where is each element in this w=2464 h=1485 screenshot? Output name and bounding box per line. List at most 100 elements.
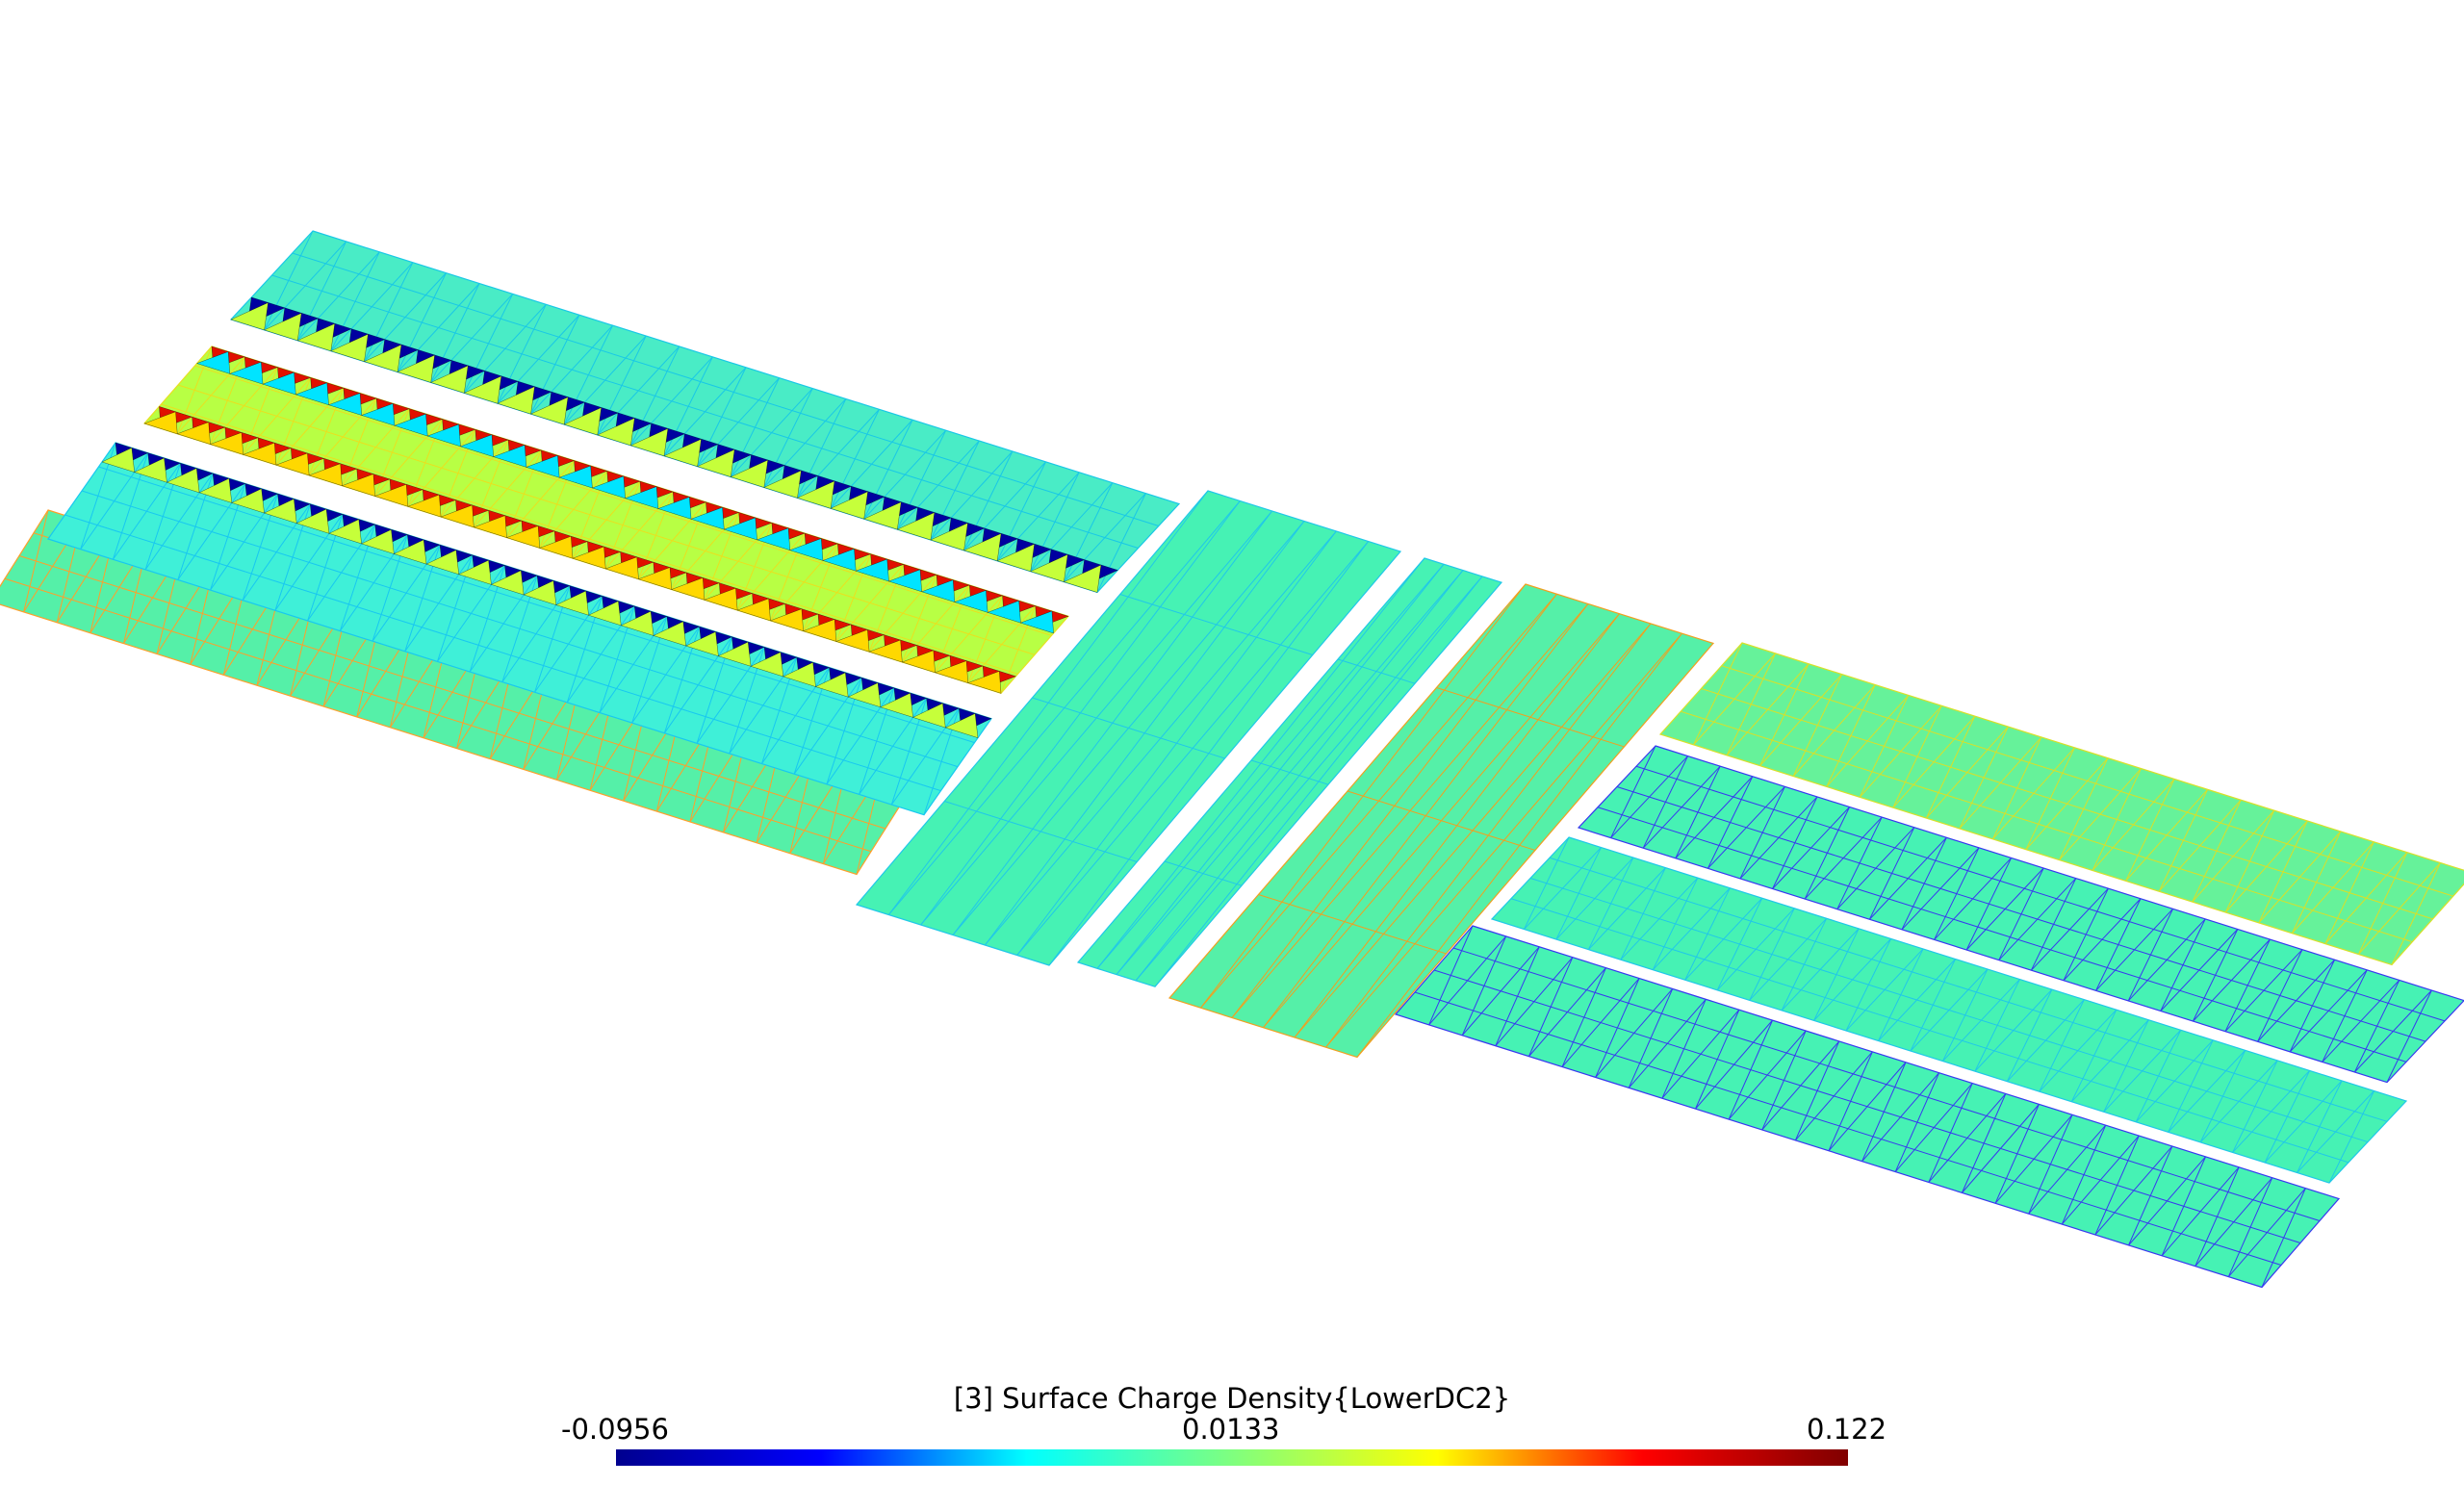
- junction-slab-3-mesh-line: [1263, 603, 1589, 1029]
- right-top-electrode-mesh-line: [1701, 688, 2433, 920]
- left-dc-top-band-cell: [296, 323, 335, 351]
- junction-slab-3-mesh-line: [1294, 613, 1620, 1038]
- left-dc-middle-band-cell: [459, 434, 494, 457]
- left-dc-top-band-cell: [830, 491, 868, 520]
- right-dc-1-mesh-line: [1597, 807, 2407, 1063]
- right-dc-1-mesh-line: [1642, 755, 1689, 849]
- right-dc-3-mesh-line: [1433, 969, 2301, 1243]
- right-dc-3-mesh-line: [2227, 1177, 2273, 1277]
- left-dc-lower-band-cell: [295, 508, 330, 534]
- right-dc-3-mesh-line: [2061, 1124, 2107, 1225]
- left-dc-middle-band-cell: [855, 558, 889, 582]
- left-dc-top-band-cell: [397, 354, 435, 383]
- junction-slab-2-mesh-line: [1096, 557, 1425, 969]
- left-dc-middle-band-cell: [558, 465, 593, 489]
- left-outer-electrode-mesh-line: [23, 509, 49, 613]
- left-dc-lower-band-cell: [944, 713, 979, 738]
- right-top-electrode-mesh-line: [1721, 665, 2453, 897]
- left-dc-middle-band-cell: [901, 650, 936, 673]
- right-dc-1-mesh-line: [2160, 918, 2206, 1011]
- left-dc-middle-band-cell: [176, 422, 211, 445]
- left-dc-top-band-cell: [597, 418, 635, 447]
- left-dc-top-band-cell: [497, 386, 535, 415]
- left-dc-middle-band-cell: [657, 497, 692, 520]
- right-top-electrode-mesh-line: [2324, 841, 2374, 944]
- left-dc-lower-band-cell: [912, 703, 946, 729]
- right-top-electrode-mesh-line: [2059, 757, 2109, 860]
- left-dc-middle-band-cell: [308, 463, 343, 486]
- right-top-electrode-mesh-line: [1726, 653, 1776, 755]
- left-dc-middle-band-cell: [625, 486, 658, 509]
- right-top-electrode-mesh-line: [1759, 663, 1810, 766]
- right-dc-1-mesh-line: [2353, 980, 2400, 1073]
- left-outer-electrode-mesh-line: [18, 555, 886, 830]
- right-dc-2-mesh-line: [1749, 908, 1795, 1001]
- left-dc-top-band-cell: [930, 523, 968, 551]
- left-dc-lower-band-cell: [685, 631, 719, 656]
- left-dc-middle-band-cell: [394, 413, 428, 437]
- left-dc-middle-band-cell: [341, 474, 375, 497]
- right-dc-1-mesh-line: [1901, 837, 1947, 931]
- right-dc-1-mesh-line: [2386, 989, 2432, 1083]
- left-dc-middle-band-cell: [295, 382, 329, 405]
- right-dc-2-mesh-line: [2103, 1019, 2149, 1113]
- right-top-electrode-mesh-line: [1925, 715, 1976, 819]
- right-top-electrode-mesh-line: [2391, 862, 2441, 965]
- right-dc-3-mesh-line: [1828, 1051, 1873, 1151]
- left-dc-lower-band-cell: [750, 652, 783, 678]
- left-dc-middle-band-cell: [704, 587, 738, 611]
- left-dc-top-band-cell: [629, 428, 669, 456]
- right-dc-1-mesh-line: [1739, 786, 1785, 880]
- right-dc-2-mesh-line: [2328, 1090, 2374, 1184]
- right-top-electrode-mesh-line: [1959, 726, 2009, 830]
- left-dc-lower-band-cell: [653, 621, 686, 647]
- left-dc-top-mesh-line: [292, 252, 1159, 526]
- left-dc-middle-band-cell: [967, 671, 1002, 694]
- left-dc-lower-band-cell: [815, 672, 849, 698]
- left-dc-middle-band-cell: [690, 506, 725, 530]
- right-dc-3-mesh-line: [1628, 988, 1674, 1088]
- right-dc-2-mesh-line: [1781, 918, 1828, 1011]
- left-dc-middle-band-cell: [426, 423, 461, 448]
- left-dc-top-band-cell: [463, 375, 502, 404]
- right-dc-3-mesh-line: [2261, 1188, 2306, 1288]
- right-dc-1-mesh-line: [2095, 898, 2142, 991]
- junction-slab-3-mesh-line: [1258, 894, 1447, 955]
- right-dc-2-mesh-line: [2199, 1050, 2246, 1143]
- colorbar-title: [3] Surface Charge Density{LowerDC2}: [953, 1382, 1511, 1415]
- right-dc-2-mesh-line: [2135, 1030, 2182, 1123]
- junction-slab-2-mesh-line: [1164, 860, 1243, 886]
- left-dc-middle-band-cell: [887, 569, 922, 593]
- left-dc-middle-band-cell: [361, 403, 396, 426]
- colorbar-min-label: -0.0956: [561, 1413, 669, 1446]
- left-dc-middle-band-cell: [243, 442, 277, 466]
- left-dc-top-band-cell: [1030, 553, 1068, 582]
- right-dc-3-mesh-line: [1761, 1030, 1807, 1131]
- right-top-electrode-mesh-line: [2092, 768, 2142, 871]
- right-dc-2-mesh-line: [1845, 938, 1892, 1032]
- left-dc-middle-band-cell: [835, 629, 870, 653]
- right-dc-2-mesh-line: [1510, 898, 2349, 1164]
- right-dc-1-mesh-line: [1707, 776, 1754, 869]
- right-dc-3-mesh-line: [1861, 1062, 1907, 1162]
- right-dc-1-mesh-line: [2192, 929, 2239, 1022]
- right-dc-3-mesh-line: [1495, 946, 1540, 1046]
- right-dc-3-mesh-line: [1928, 1083, 1973, 1183]
- left-dc-lower-band-cell: [166, 468, 200, 494]
- right-dc-2-mesh-line: [2232, 1060, 2278, 1153]
- right-dc-2-mesh-line: [1910, 959, 1956, 1052]
- right-dc-1-mesh-line: [2127, 909, 2174, 1002]
- left-dc-middle-band-cell: [526, 455, 560, 478]
- left-dc-middle-band-cell: [473, 515, 507, 538]
- left-dc-top-mesh-line: [271, 274, 1139, 549]
- left-dc-lower-band-cell: [523, 580, 557, 605]
- left-dc-top-band-cell: [896, 512, 936, 541]
- right-dc-3-mesh-line: [2194, 1166, 2240, 1267]
- left-dc-top-band-cell: [563, 407, 602, 436]
- right-dc-3-mesh-line: [1695, 1010, 1740, 1110]
- left-dc-middle-band-cell: [803, 619, 837, 642]
- right-dc-2-mesh-line: [2039, 999, 2085, 1092]
- right-top-electrode-mesh-line: [1992, 736, 2042, 840]
- right-top-electrode-mesh-line: [2125, 779, 2175, 882]
